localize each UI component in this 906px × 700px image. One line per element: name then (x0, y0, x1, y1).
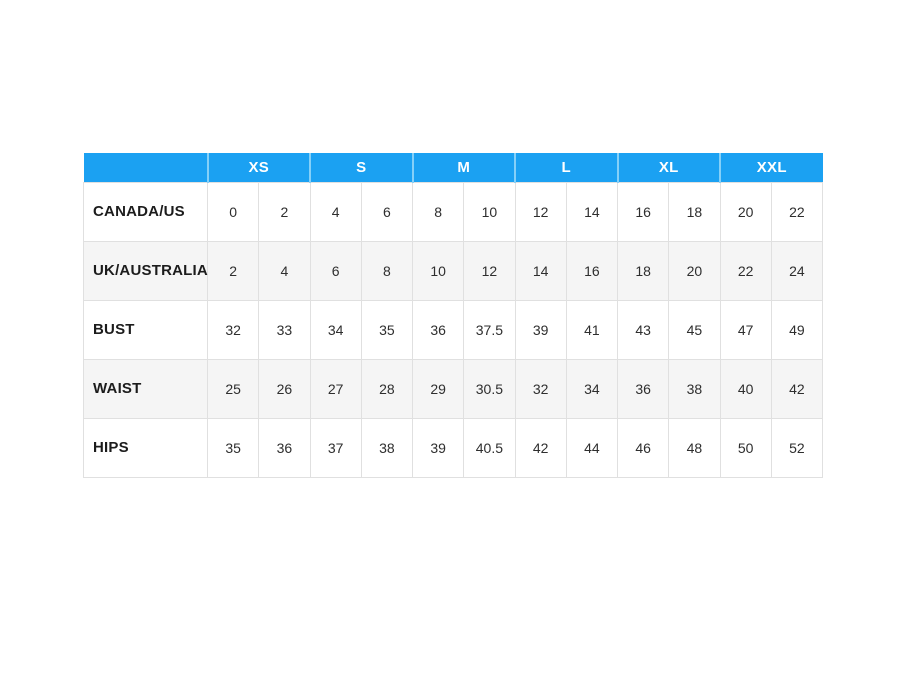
header-row: XS S M L XL XXL (83, 153, 823, 182)
size-value-cell: 2 (258, 181, 311, 242)
size-value-cell: 36 (258, 417, 311, 478)
size-value-cell: 27 (309, 358, 362, 419)
size-value-cell: 32 (514, 358, 567, 419)
size-value-cell: 40 (719, 358, 772, 419)
size-value-cell: 6 (309, 240, 362, 301)
size-value-cell: 52 (770, 417, 824, 478)
size-value-cell: 28 (360, 358, 414, 419)
size-conversion-table: XS S M L XL XXL CANADA/US 0 2 4 6 8 10 12 14 16 18 20 22 U… (83, 153, 824, 478)
size-group-header-s: S (309, 153, 413, 182)
size-value-cell: 2 (206, 240, 260, 301)
table-row: WAIST 25 26 27 28 29 30.5 32 34 36 38 40 42 (83, 358, 824, 419)
table-header: XS S M L XL XXL (83, 153, 823, 182)
size-value-cell: 42 (770, 358, 824, 419)
size-value-cell: 37.5 (463, 299, 516, 360)
size-value-cell: 34 (565, 358, 619, 419)
size-value-cell: 50 (719, 417, 772, 478)
size-value-cell: 48 (668, 417, 721, 478)
size-value-cell: 8 (411, 181, 465, 242)
size-value-cell: 4 (309, 181, 362, 242)
size-value-cell: 8 (360, 240, 414, 301)
size-value-cell: 22 (770, 181, 824, 242)
size-group-header-l: L (514, 153, 618, 182)
size-value-cell: 35 (360, 299, 414, 360)
size-value-cell: 24 (770, 240, 824, 301)
size-value-cell: 16 (565, 240, 619, 301)
size-group-header-xl: XL (616, 153, 720, 182)
size-value-cell: 26 (258, 358, 311, 419)
size-value-cell: 25 (206, 358, 260, 419)
size-value-cell: 39 (514, 299, 567, 360)
size-group-header-m: M (411, 153, 515, 182)
size-value-cell: 49 (770, 299, 824, 360)
size-value-cell: 47 (719, 299, 772, 360)
size-value-cell: 46 (616, 417, 670, 478)
size-value-cell: 42 (514, 417, 567, 478)
size-value-cell: 39 (411, 417, 465, 478)
size-value-cell: 45 (668, 299, 721, 360)
size-value-cell: 4 (258, 240, 311, 301)
size-group-header-xs: XS (206, 153, 310, 182)
size-value-cell: 44 (565, 417, 619, 478)
table-row: BUST 32 33 34 35 36 37.5 39 41 43 45 47 49 (83, 299, 824, 360)
size-value-cell: 29 (411, 358, 465, 419)
corner-cell (83, 153, 208, 182)
size-chart: XS S M L XL XXL CANADA/US 0 2 4 6 8 10 12 14 16 18 20 22 U… (83, 153, 824, 478)
size-value-cell: 35 (206, 417, 260, 478)
size-value-cell: 10 (463, 181, 516, 242)
size-value-cell: 18 (616, 240, 670, 301)
size-value-cell: 12 (463, 240, 516, 301)
size-value-cell: 22 (719, 240, 772, 301)
row-label: HIPS (83, 417, 208, 478)
size-value-cell: 36 (616, 358, 670, 419)
table-row: UK/AUSTRALIA 2 4 6 8 10 12 14 16 18 20 22 24 (83, 240, 824, 301)
size-value-cell: 34 (309, 299, 362, 360)
size-value-cell: 33 (258, 299, 311, 360)
size-value-cell: 0 (206, 181, 260, 242)
size-value-cell: 36 (411, 299, 465, 360)
table-row: CANADA/US 0 2 4 6 8 10 12 14 16 18 20 22 (83, 181, 824, 242)
size-value-cell: 38 (668, 358, 721, 419)
size-value-cell: 30.5 (463, 358, 516, 419)
size-value-cell: 10 (411, 240, 465, 301)
size-value-cell: 6 (360, 181, 414, 242)
size-value-cell: 43 (616, 299, 670, 360)
size-value-cell: 18 (668, 181, 721, 242)
size-value-cell: 38 (360, 417, 414, 478)
size-value-cell: 41 (565, 299, 619, 360)
row-label: BUST (83, 299, 208, 360)
size-value-cell: 14 (514, 240, 567, 301)
table-row: HIPS 35 36 37 38 39 40.5 42 44 46 48 50 52 (83, 417, 824, 478)
size-value-cell: 20 (668, 240, 721, 301)
table-body: CANADA/US 0 2 4 6 8 10 12 14 16 18 20 22 UK/AUSTRALIA… (83, 181, 824, 478)
size-value-cell: 20 (719, 181, 772, 242)
size-value-cell: 14 (565, 181, 619, 242)
size-value-cell: 12 (514, 181, 567, 242)
size-value-cell: 37 (309, 417, 362, 478)
row-label: UK/AUSTRALIA (83, 240, 208, 301)
size-value-cell: 16 (616, 181, 670, 242)
size-value-cell: 32 (206, 299, 260, 360)
size-group-header-xxl: XXL (719, 153, 823, 182)
size-value-cell: 40.5 (463, 417, 516, 478)
row-label: CANADA/US (83, 181, 208, 242)
row-label: WAIST (83, 358, 208, 419)
